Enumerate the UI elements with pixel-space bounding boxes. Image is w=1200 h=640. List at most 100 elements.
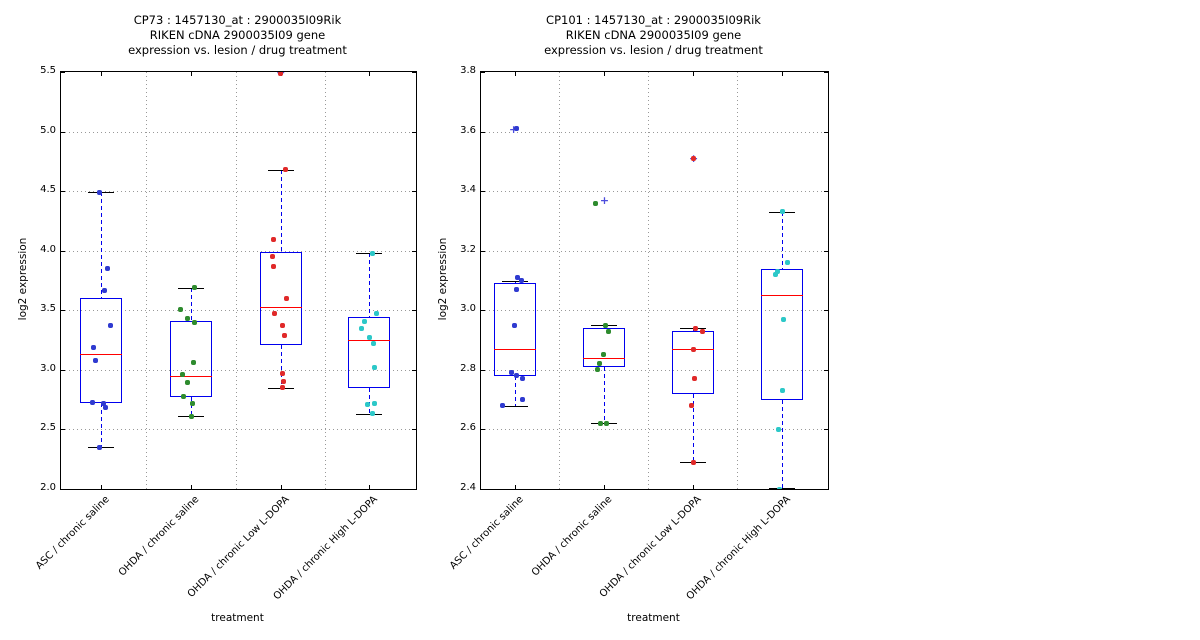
box	[582, 328, 625, 367]
median-line	[260, 306, 303, 308]
data-point	[270, 237, 276, 243]
data-point	[603, 322, 609, 328]
data-point	[513, 373, 519, 379]
x-tick-label-text: OHDA / chronic saline	[530, 494, 615, 579]
data-point	[690, 155, 696, 161]
y-tick-mark	[61, 72, 65, 73]
data-point	[180, 372, 186, 378]
box	[672, 331, 715, 394]
whisker-upper	[190, 287, 192, 321]
plot-title-line-3: expression vs. lesion / drug treatment	[128, 43, 347, 57]
plot-area: +	[60, 71, 417, 490]
y-tick-mark	[824, 131, 828, 133]
whisker-upper	[781, 211, 783, 269]
data-point	[370, 341, 376, 347]
data-point	[373, 311, 379, 317]
data-point	[688, 403, 694, 409]
data-point	[283, 295, 289, 301]
x-tick-mark	[781, 72, 783, 76]
data-point	[192, 285, 198, 291]
y-tick-mark	[412, 191, 416, 193]
x-axis-title: treatment	[627, 612, 680, 624]
plot-title: CP101 : 1457130_at : 2900035I09Rik RIKEN…	[480, 13, 827, 58]
data-point	[270, 263, 276, 269]
box	[169, 321, 212, 398]
data-point	[96, 189, 102, 195]
data-point	[361, 318, 367, 324]
y-tick-mark	[824, 369, 828, 371]
x-tick-mark	[101, 72, 103, 76]
whisker-upper	[101, 192, 103, 299]
whisker-cap-lower	[590, 423, 617, 425]
whisker-lower	[369, 387, 371, 414]
plot-title-line-2: RIKEN cDNA 2900035I09 gene	[149, 28, 326, 42]
whisker-upper	[369, 253, 371, 318]
data-point	[279, 370, 285, 376]
data-point	[519, 376, 525, 382]
y-tick-label: 3.5	[40, 303, 56, 315]
data-point	[366, 335, 372, 341]
x-tick-mark	[281, 485, 283, 489]
data-point	[185, 380, 191, 386]
y-tick-label: 5.5	[40, 65, 56, 76]
data-point	[369, 411, 375, 417]
data-point	[102, 405, 108, 411]
data-point	[780, 388, 786, 394]
box	[260, 251, 303, 345]
y-tick-label: 2.0	[40, 482, 56, 493]
y-tick-label: 4.0	[40, 243, 56, 255]
grid-line-horizontal	[61, 250, 416, 252]
plot-area: +++	[480, 71, 829, 490]
grid-line-horizontal	[481, 429, 828, 431]
grid-line-horizontal	[481, 131, 828, 133]
y-tick-mark	[412, 369, 416, 371]
data-point	[271, 311, 277, 317]
y-tick-mark	[481, 72, 485, 73]
box	[494, 283, 536, 376]
data-point	[692, 325, 698, 331]
whisker-cap-upper	[177, 287, 204, 289]
y-tick-mark	[412, 310, 416, 312]
whisker-cap-upper	[268, 169, 295, 171]
data-point	[185, 316, 191, 322]
whisker-lower	[603, 366, 605, 424]
data-point	[699, 328, 705, 334]
data-point	[780, 209, 786, 215]
whisker-cap-upper	[356, 253, 383, 255]
y-tick-mark	[61, 191, 65, 193]
grid-line-horizontal	[61, 310, 416, 312]
data-point	[277, 72, 283, 76]
data-point	[279, 385, 285, 391]
y-tick-mark	[481, 310, 485, 312]
data-point	[690, 459, 696, 465]
data-point	[598, 420, 604, 426]
y-tick-label: 4.5	[40, 184, 56, 196]
data-point	[178, 306, 184, 312]
data-point	[519, 397, 525, 403]
data-point	[89, 399, 95, 405]
grid-line-horizontal	[481, 369, 828, 371]
data-point	[279, 323, 285, 329]
y-tick-mark	[412, 72, 416, 73]
y-tick-label: 3.4	[460, 184, 476, 196]
data-point	[601, 352, 607, 358]
y-tick-mark	[481, 131, 485, 133]
data-point	[96, 444, 102, 450]
whisker-upper	[281, 169, 283, 252]
flier-plus-icon: +	[599, 194, 610, 208]
y-tick-mark	[61, 429, 65, 431]
data-point	[269, 254, 275, 260]
x-tick-mark	[603, 485, 605, 489]
data-point	[777, 486, 783, 489]
grid-line-vertical	[236, 72, 237, 489]
data-point	[90, 344, 96, 350]
data-point	[511, 322, 517, 328]
y-tick-label: 3.6	[460, 124, 476, 136]
grid-line-vertical	[737, 72, 739, 489]
data-point	[101, 287, 107, 293]
y-tick-mark	[61, 310, 65, 312]
data-point	[773, 272, 779, 278]
data-point	[282, 167, 288, 173]
x-tick-label-text: OHDA / chronic Low L-DOPA	[597, 494, 704, 600]
